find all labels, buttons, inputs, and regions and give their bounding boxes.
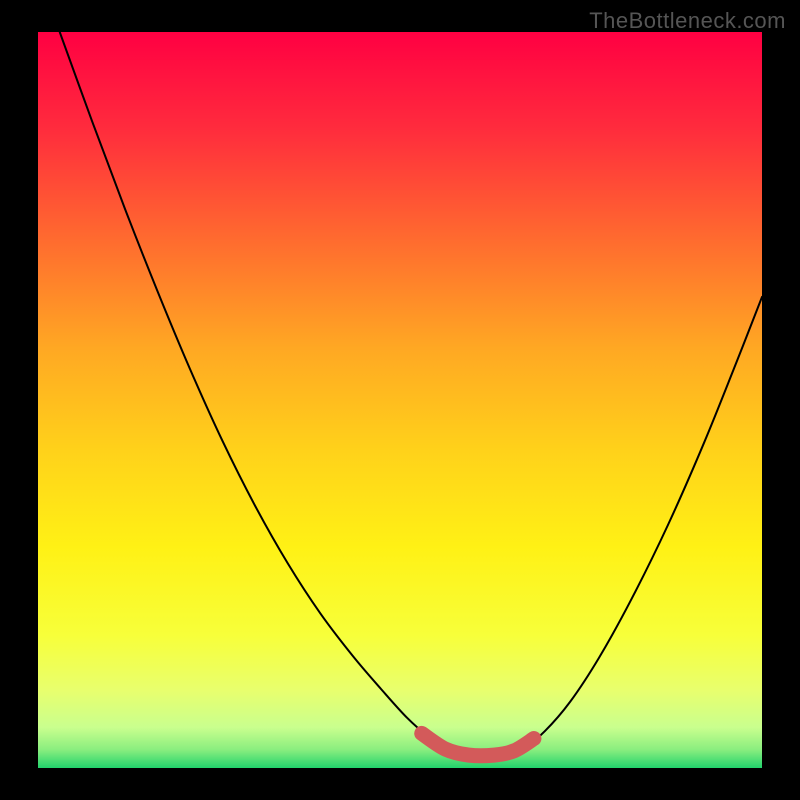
optimal-range-highlight xyxy=(422,733,534,755)
bottleneck-curve xyxy=(60,32,762,757)
chart-stage: TheBottleneck.com xyxy=(0,0,800,800)
watermark-text: TheBottleneck.com xyxy=(589,8,786,34)
plot-background xyxy=(38,32,762,768)
chart-svg xyxy=(0,0,800,800)
